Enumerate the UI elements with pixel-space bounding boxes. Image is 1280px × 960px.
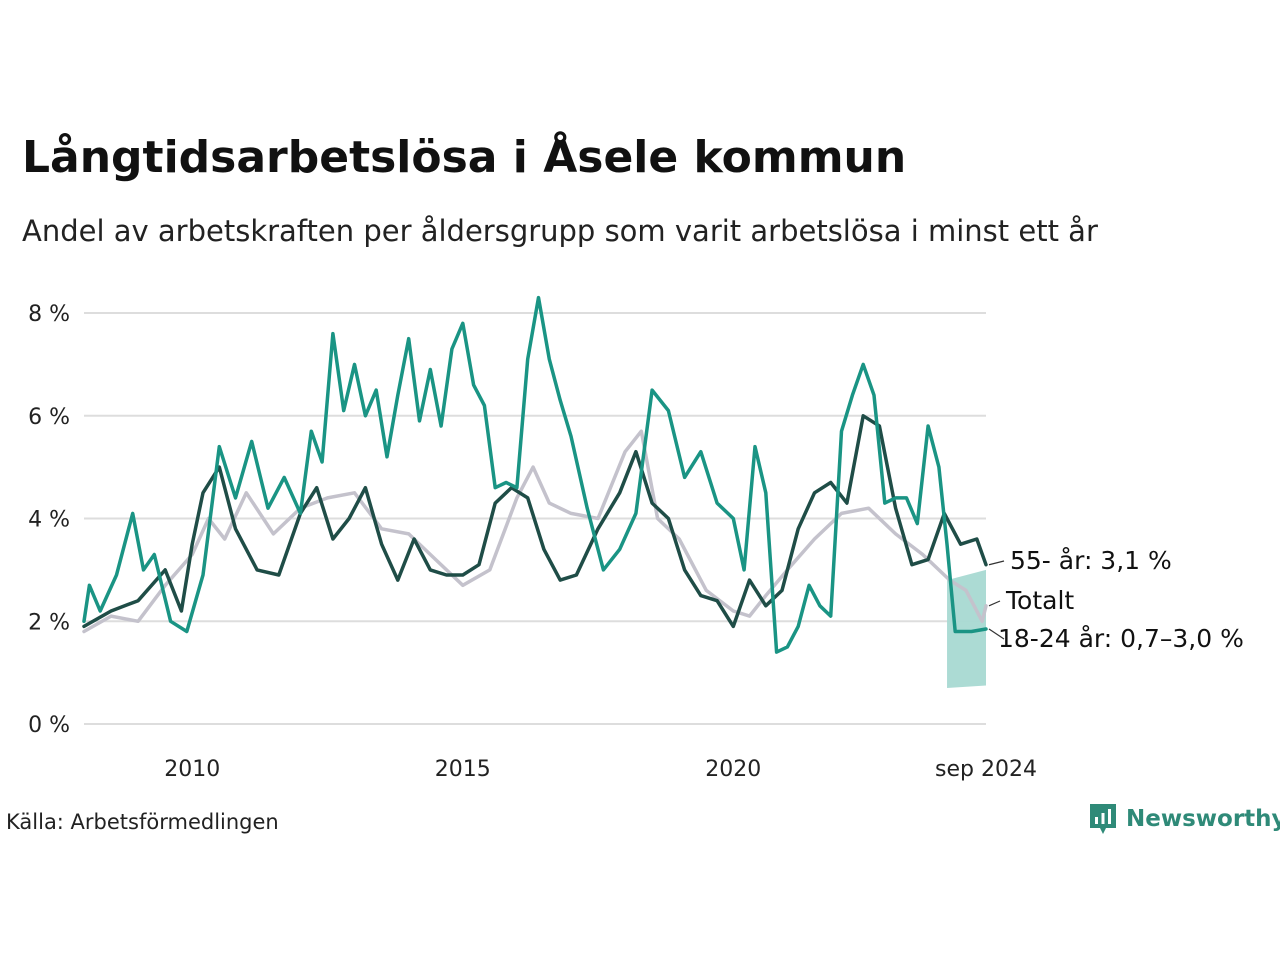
- band-18-24: [947, 569, 986, 689]
- series-end-label: 55- år: 3,1 %: [1010, 546, 1172, 575]
- logo-text: Newsworthy: [1126, 806, 1280, 832]
- chart-subtitle: Andel av arbetskraften per åldersgrupp s…: [22, 214, 1098, 248]
- series-lines: [82, 295, 988, 654]
- x-tick-label: 2010: [164, 757, 220, 782]
- y-axis-tick-labels: 0 % 2 % 4 % 6 % 8 %: [28, 302, 70, 738]
- series-end-label: 18-24 år: 0,7–3,0 %: [998, 624, 1244, 653]
- chart-title: Långtidsarbetslösa i Åsele kommun: [22, 132, 907, 183]
- y-tick-label: 2 %: [28, 610, 70, 635]
- x-tick-label: sep 2024: [935, 757, 1037, 782]
- series-end-labels: Totalt 55- år: 3,1 % 18-24 år: 0,7–3,0 %: [988, 546, 1244, 653]
- x-tick-label: 2020: [705, 757, 761, 782]
- bar-chart-speech-icon: [1090, 804, 1116, 834]
- source-note: Källa: Arbetsförmedlingen: [6, 810, 279, 834]
- y-tick-label: 6 %: [28, 405, 70, 430]
- label-connector: [988, 560, 1005, 566]
- series-line: [82, 429, 988, 634]
- series-end-label: Totalt: [1005, 586, 1074, 615]
- y-tick-label: 4 %: [28, 508, 70, 533]
- uncertainty-band: [947, 569, 986, 689]
- y-tick-label: 8 %: [28, 302, 70, 327]
- label-connector: [988, 600, 1001, 607]
- y-tick-label: 0 %: [28, 713, 70, 738]
- newsworthy-logo: Newsworthy: [1088, 802, 1280, 836]
- x-axis-tick-labels: 2010 2015 2020 sep 2024: [164, 757, 1037, 782]
- x-tick-label: 2015: [435, 757, 491, 782]
- series-line: [82, 295, 988, 654]
- label-connector: [988, 628, 1005, 640]
- series-line: [82, 414, 988, 629]
